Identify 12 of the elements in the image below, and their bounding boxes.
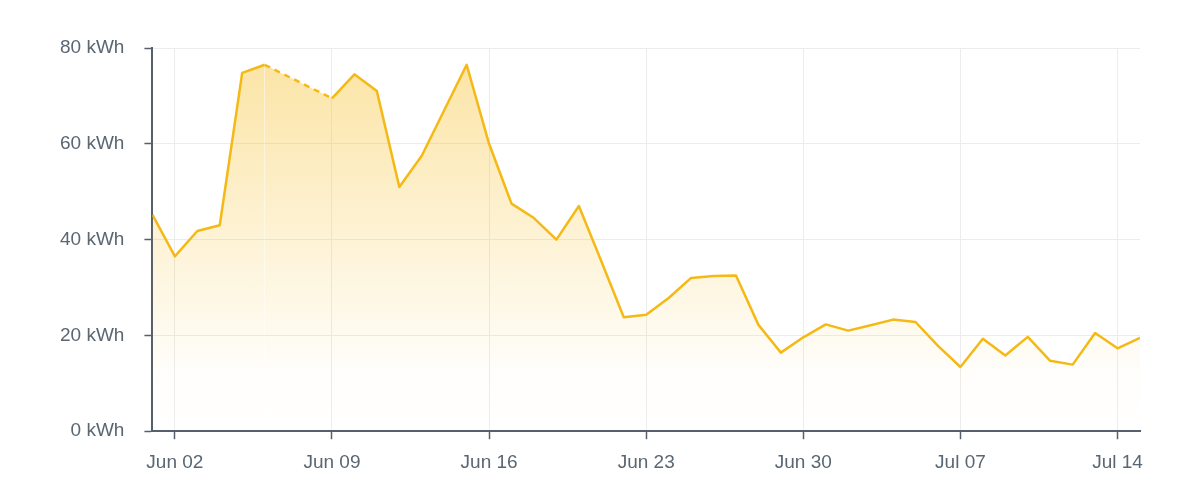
y-tick-label: 0 kWh [70,419,125,441]
x-tick-label: Jun 02 [146,450,204,472]
x-tick-label: Jun 23 [617,450,675,472]
x-tick-label: Jul 07 [935,450,986,472]
y-tick-label: 60 kWh [59,132,125,154]
x-tick-label: Jul 14 [1092,450,1144,472]
y-tick-label: 80 kWh [59,36,125,58]
y-tick-label: 20 kWh [59,323,125,345]
x-tick-label: Jun 09 [303,450,361,472]
x-tick-label: Jun 30 [774,450,832,472]
y-tick-label: 40 kWh [59,227,125,249]
x-tick-label: Jun 16 [460,450,518,472]
